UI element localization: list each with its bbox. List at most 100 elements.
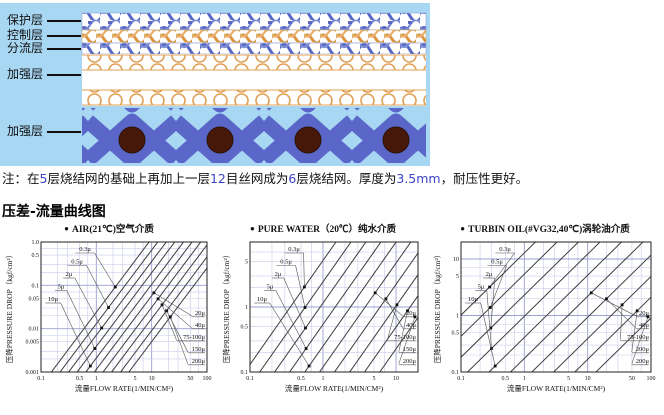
svg-text:0.3μ: 0.3μ: [499, 246, 511, 253]
svg-text:40μ: 40μ: [195, 322, 206, 329]
layer-diagram-art: [0, 3, 430, 166]
layer-label-protect: 保护层: [7, 14, 81, 27]
svg-text:0.005: 0.005: [26, 340, 40, 346]
series-line: [259, 242, 352, 372]
svg-text:1: 1: [523, 376, 526, 382]
series-line: [93, 242, 193, 372]
svg-text:0.5: 0.5: [297, 376, 305, 382]
svg-text:0.5: 0.5: [32, 253, 40, 259]
note-segment: ，耐压性更好。: [440, 171, 529, 186]
note-highlight: 12: [209, 171, 226, 186]
leader-dash: [47, 73, 81, 76]
svg-text:0.01: 0.01: [29, 327, 40, 333]
svg-text:0.1: 0.1: [37, 376, 45, 382]
leader-dash: [47, 34, 81, 37]
series-line: [59, 242, 159, 372]
series-line: [461, 242, 537, 316]
series-line: [531, 254, 651, 372]
svg-text:10: 10: [585, 376, 591, 382]
svg-text:2μ: 2μ: [275, 271, 282, 278]
bullet-icon: ●: [64, 224, 69, 233]
chart-pure-water: ● PURE WATER（20℃）纯水介质 0.1 0.5 1 5 10 5 1 0.5 0.1 流…: [220, 221, 426, 412]
svg-text:10: 10: [393, 376, 399, 382]
series-line: [110, 244, 207, 372]
series-line: [273, 242, 367, 372]
svg-text:5: 5: [373, 376, 376, 382]
series-line: [119, 256, 207, 372]
layer-label-control: 控制层: [7, 29, 81, 42]
series-line: [333, 252, 418, 372]
svg-text:0.3μ: 0.3μ: [79, 246, 91, 253]
svg-text:10: 10: [453, 257, 459, 263]
svg-text:200μ: 200μ: [636, 346, 650, 353]
svg-text:200μ: 200μ: [403, 358, 417, 365]
svg-text:5μ: 5μ: [478, 284, 485, 291]
charts-row: ● AIR(21℃)空气介质 0.1 0.5 1 5 10 50 100 1.0 0.5 0.1 0.…: [3, 221, 659, 412]
svg-text:5: 5: [456, 274, 459, 280]
svg-text:150μ: 150μ: [403, 346, 417, 353]
series-line: [574, 296, 651, 372]
svg-text:10μ: 10μ: [468, 296, 479, 303]
svg-text:75-100μ: 75-100μ: [183, 334, 205, 341]
series-line: [349, 274, 418, 372]
chart-air: ● AIR(21℃)空气介质 0.1 0.5 1 5 10 50 100 1.0 0.5 0.1 0.…: [3, 221, 215, 412]
support-weave-layer: [82, 108, 426, 163]
leader-dash: [47, 47, 81, 50]
series-line: [128, 267, 207, 372]
series-line: [85, 242, 185, 372]
note-highlight: 6: [288, 171, 297, 186]
svg-text:1: 1: [456, 314, 459, 320]
svg-text:压降PRESSURE DROP（kgf/cm²）: 压降PRESSURE DROP（kgf/cm²）: [432, 251, 442, 363]
series-line: [50, 242, 150, 372]
svg-text:75-100μ: 75-100μ: [627, 334, 649, 341]
series-line: [509, 242, 644, 372]
series-line: [288, 242, 382, 372]
note-segment: 注：在: [2, 171, 40, 186]
chart-plot: 0.1 0.5 1 5 10 50 100 10 5 1 0.5 0.1 流量FLOW RATE(1/M…: [431, 234, 659, 412]
leader-dash: [47, 130, 81, 133]
svg-text:20μ: 20μ: [639, 310, 650, 317]
svg-text:0.5: 0.5: [502, 376, 510, 382]
svg-text:10μ: 10μ: [48, 296, 59, 303]
series-line: [76, 242, 176, 372]
svg-text:100: 100: [647, 376, 656, 382]
chart-title: ● TURBIN OIL(#VG32,40℃)涡轮油介质: [460, 224, 630, 235]
series-line: [595, 317, 651, 372]
bullet-icon: ●: [460, 224, 466, 233]
svg-text:0.1: 0.1: [246, 376, 254, 382]
svg-text:0.5: 0.5: [76, 376, 84, 382]
layer-label-support-1: 加强层: [7, 68, 81, 81]
note-highlight: 5: [39, 171, 48, 186]
svg-text:2μ: 2μ: [66, 271, 73, 278]
note-text: 注：在5层烧结网的基础上再加上一层12目丝网成为6层烧结网。厚度为3.5mm，耐…: [2, 168, 662, 187]
svg-text:0.1: 0.1: [241, 370, 249, 376]
svg-text:1: 1: [95, 376, 98, 382]
svg-text:0.3μ: 0.3μ: [288, 246, 300, 253]
support-band-layer: [82, 54, 426, 106]
note-segment: 层烧结网。厚度为: [296, 171, 397, 186]
svg-text:200μ: 200μ: [192, 358, 206, 365]
svg-text:0.001: 0.001: [26, 370, 40, 376]
svg-text:10: 10: [149, 376, 155, 382]
svg-text:50: 50: [187, 376, 193, 382]
svg-text:150μ: 150μ: [192, 346, 206, 353]
svg-text:5μ: 5μ: [267, 284, 274, 291]
chart-plot: 0.1 0.5 1 5 10 50 100 1.0 0.5 0.1 0.05 0.01 0.005 0.0…: [3, 234, 215, 412]
svg-text:0.1: 0.1: [457, 376, 465, 382]
svg-text:0.1: 0.1: [452, 370, 460, 376]
svg-text:40μ: 40μ: [406, 322, 417, 329]
svg-text:5: 5: [134, 376, 137, 382]
svg-text:0.5μ: 0.5μ: [71, 259, 83, 266]
series-line: [363, 295, 418, 372]
svg-text:10μ: 10μ: [257, 296, 268, 303]
note-segment: 层烧结网的基础上再加上一层: [47, 171, 210, 186]
svg-text:1.0: 1.0: [32, 240, 40, 246]
layer-label-support-2: 加强层: [7, 125, 81, 138]
svg-text:流量FLOW RATE(1/MIN/CM²): 流量FLOW RATE(1/MIN/CM²): [285, 383, 384, 393]
svg-text:1: 1: [245, 305, 248, 311]
svg-text:50: 50: [629, 376, 635, 382]
svg-text:0.5: 0.5: [241, 325, 249, 331]
svg-text:5: 5: [567, 376, 570, 382]
series-line: [250, 242, 337, 365]
